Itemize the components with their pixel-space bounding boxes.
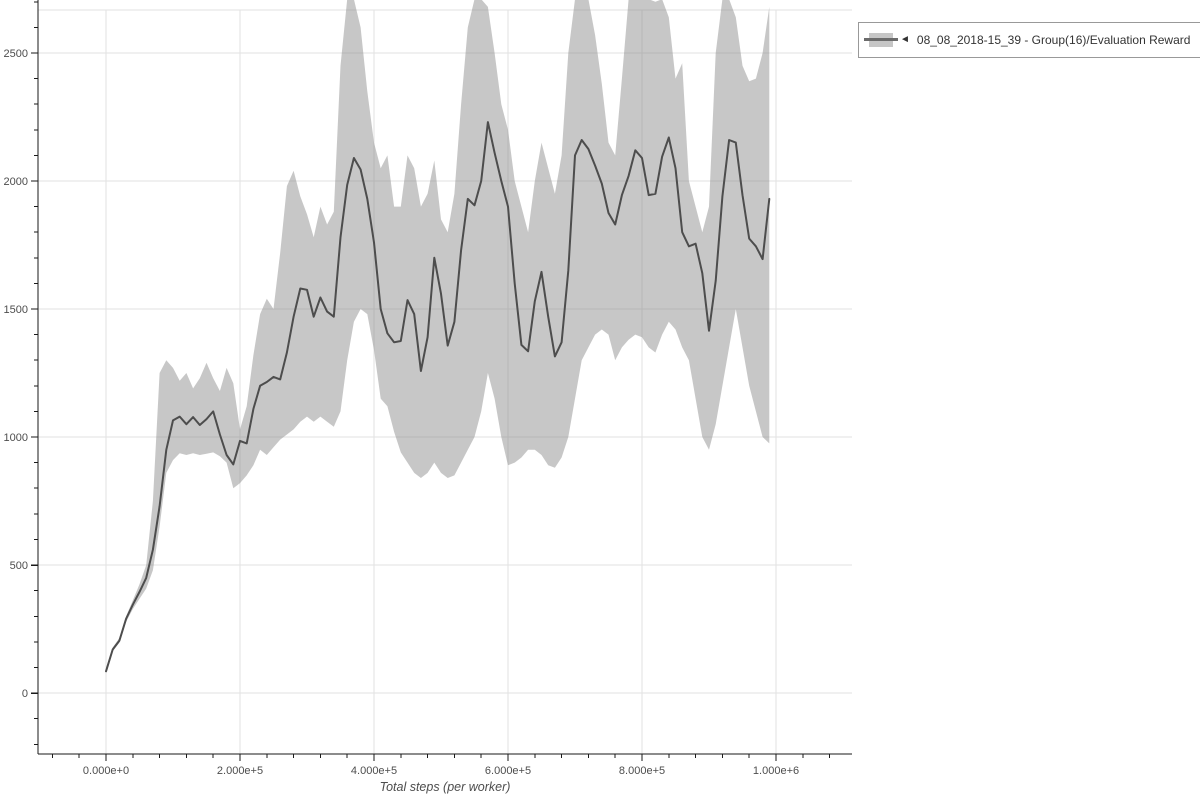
x-tick-label: 1.000e+6 <box>753 765 799 777</box>
legend[interactable]: ◄ 08_08_2018-15_39 - Group(16)/Evaluatio… <box>858 22 1200 58</box>
mean-line <box>105 121 771 673</box>
y-tick-label: 2500 <box>4 48 28 60</box>
tick-labels: 0 500 1000 1500 2000 2500 0.000e+0 2.000e+5 4.00… <box>4 48 800 777</box>
y-tick-label: 1000 <box>4 432 28 444</box>
x-tick-label: 2.000e+5 <box>217 765 263 777</box>
evaluation-reward-chart[interactable]: 0 500 1000 1500 2000 2500 0.000e+0 2.000e+5 4.00… <box>0 0 860 800</box>
y-tick-label: 2000 <box>4 176 28 188</box>
axes-layer <box>31 0 852 761</box>
legend-line-swatch <box>864 38 898 41</box>
legend-band-swatch <box>864 33 898 47</box>
y-tick-label: 0 <box>22 688 28 700</box>
confidence-band <box>106 0 770 673</box>
x-tick-label: 0.000e+0 <box>83 765 129 777</box>
x-tick-label: 6.000e+5 <box>485 765 531 777</box>
x-axis-title: Total steps (per worker) <box>380 780 511 794</box>
legend-collapse-arrow-icon[interactable]: ◄ <box>900 34 910 45</box>
y-tick-label: 500 <box>10 560 28 572</box>
x-tick-label: 4.000e+5 <box>351 765 397 777</box>
grid-layer <box>38 9 852 754</box>
y-tick-label: 1500 <box>4 304 28 316</box>
x-tick-label: 8.000e+5 <box>619 765 665 777</box>
legend-series-label[interactable]: 08_08_2018-15_39 - Group(16)/Evaluation … <box>916 33 1191 47</box>
